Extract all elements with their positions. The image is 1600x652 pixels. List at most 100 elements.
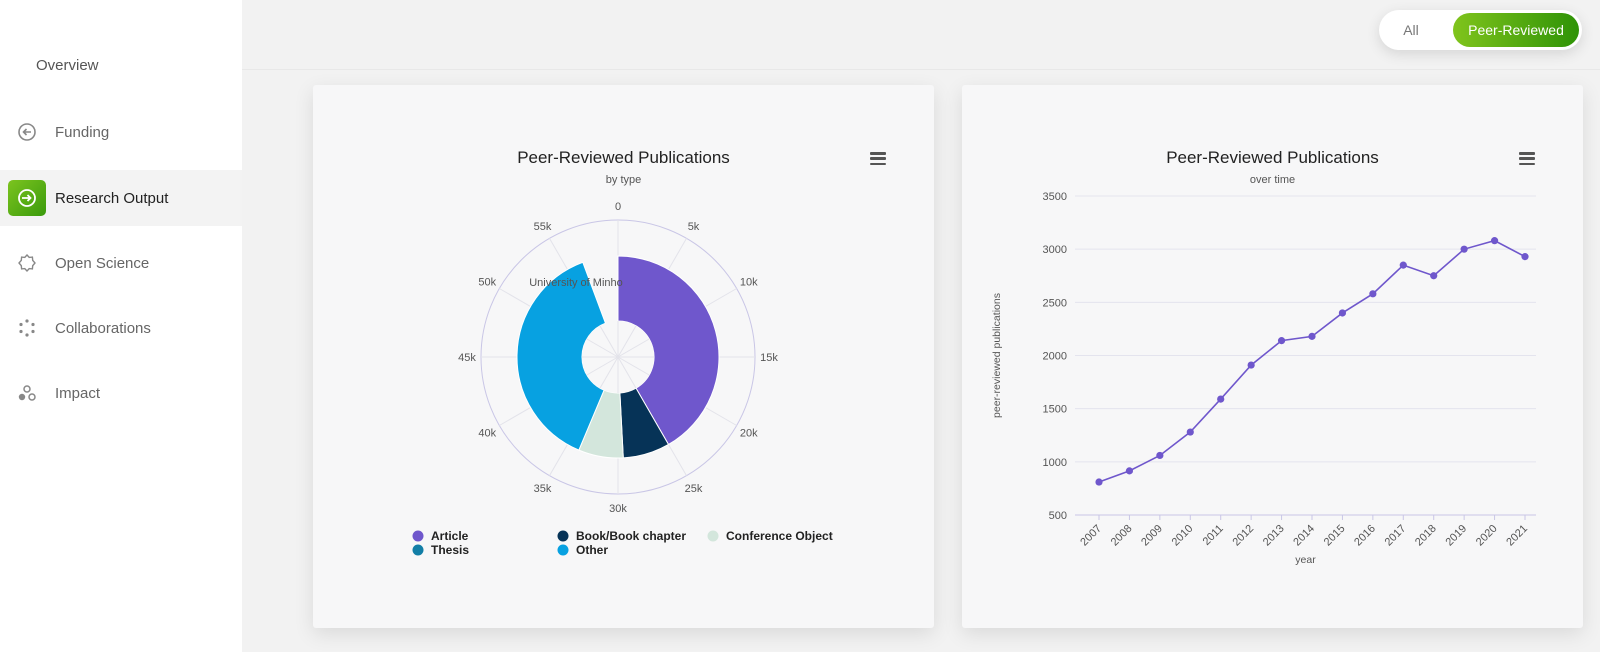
sidebar-item-funding[interactable]: Funding [0, 104, 242, 160]
radial-grid-line [599, 325, 619, 358]
toggle-all-option[interactable]: All [1403, 22, 1419, 38]
toggle-peer-reviewed-option[interactable]: Peer-Reviewed [1453, 13, 1579, 47]
x-axis-title: year [1295, 554, 1316, 566]
data-point[interactable] [1217, 395, 1225, 403]
y-tick-label: 3000 [1043, 244, 1067, 256]
y-tick-label: 3500 [1043, 191, 1067, 203]
chart-title: Peer-Reviewed Publications [1166, 148, 1379, 167]
radial-grid-line [617, 325, 637, 358]
x-tick-label: 2018 [1413, 523, 1439, 549]
x-tick-label: 2015 [1322, 523, 1348, 549]
radial-tick-label: 5k [688, 221, 700, 233]
sidebar-item-collaborations[interactable]: Collaborations [0, 300, 242, 356]
x-tick-label: 2017 [1383, 523, 1409, 549]
x-tick-label: 2020 [1474, 523, 1500, 549]
radial-tick-label: 45k [458, 352, 476, 364]
y-axis-title: peer-reviewed publications [991, 293, 1003, 418]
sidebar-item-label: Collaborations [55, 319, 151, 337]
data-point[interactable] [1186, 428, 1194, 436]
radial-tick-label: 50k [478, 277, 496, 289]
x-tick-label: 2013 [1261, 523, 1287, 549]
collaborations-icon [16, 317, 38, 339]
x-tick-label: 2008 [1109, 523, 1135, 549]
peer-review-toggle: All Peer-Reviewed [1379, 10, 1582, 50]
pie-series-label: University of Minho [529, 277, 623, 289]
data-point[interactable] [1247, 361, 1255, 369]
sidebar-item-overview[interactable]: Overview [36, 57, 99, 74]
y-tick-label: 2500 [1043, 297, 1067, 309]
data-point[interactable] [1308, 332, 1316, 340]
radial-tick-label: 0 [615, 201, 621, 213]
radial-tick-label: 40k [478, 428, 496, 440]
legend-item[interactable]: Thesis [431, 543, 469, 557]
series-line [1098, 239, 1526, 483]
y-tick-label: 500 [1049, 510, 1067, 522]
open-science-icon [16, 252, 38, 274]
legend-item[interactable]: Conference Object [726, 529, 833, 543]
radial-grid-line [617, 356, 637, 389]
legend-item[interactable]: Article [431, 529, 469, 543]
sidebar-item-label: Funding [55, 123, 110, 141]
data-point[interactable] [1125, 467, 1134, 475]
radial-grid-line [599, 356, 619, 389]
y-tick-label: 2000 [1043, 351, 1067, 363]
y-tick-label: 1000 [1043, 457, 1067, 469]
chart-menu-icon[interactable] [870, 152, 886, 166]
chart-title: Peer-Reviewed Publications [517, 148, 730, 167]
chart-subtitle: over time [1249, 174, 1296, 186]
research-output-icon [8, 180, 46, 216]
chart-menu-icon[interactable] [1519, 152, 1535, 166]
x-tick-label: 2014 [1291, 523, 1317, 549]
data-point[interactable] [1095, 478, 1103, 486]
y-tick-label: 1500 [1043, 404, 1067, 416]
radial-grid-line [586, 356, 619, 376]
legend-marker [412, 544, 424, 556]
data-point[interactable] [1490, 237, 1499, 245]
legend-marker [557, 544, 569, 556]
radial-tick-label: 20k [740, 428, 758, 440]
radial-tick-label: 15k [760, 352, 778, 364]
data-point[interactable] [1430, 272, 1438, 280]
radial-tick-label: 25k [685, 483, 703, 495]
sidebar-item-label: Impact [55, 384, 101, 402]
sidebar-item-label: Open Science [55, 254, 150, 272]
x-tick-label: 2007 [1078, 523, 1104, 549]
data-point[interactable] [1338, 309, 1347, 317]
sidebar-item-label: Research Output [55, 189, 169, 207]
x-tick-label: 2016 [1352, 523, 1378, 549]
x-tick-label: 2010 [1170, 523, 1196, 549]
data-point[interactable] [1521, 253, 1529, 261]
data-point[interactable] [1460, 245, 1468, 253]
radial-tick-label: 30k [609, 503, 627, 515]
chart-subtitle: by type [605, 174, 642, 186]
sidebar-item-impact[interactable]: Impact [0, 365, 242, 421]
x-tick-label: 2011 [1201, 523, 1226, 548]
legend-marker [557, 530, 569, 542]
data-point[interactable] [1156, 451, 1164, 460]
publications-by-type-card: Peer-Reviewed Publications by type 0 5k 10… [313, 85, 934, 628]
data-point[interactable] [1369, 290, 1377, 298]
impact-icon [16, 382, 38, 404]
radial-grid-line [617, 338, 650, 358]
radial-tick-label: 35k [534, 483, 552, 495]
data-point[interactable] [1277, 337, 1286, 345]
radial-grid-line [586, 338, 619, 358]
legend-item[interactable]: Book/Book chapter [576, 529, 686, 543]
legend-marker [412, 530, 424, 542]
x-tick-label: 2019 [1443, 523, 1469, 549]
funding-icon [16, 121, 38, 143]
x-tick-label: 2009 [1139, 523, 1165, 549]
publications-over-time-card: Peer-Reviewed Publications over time 500… [962, 85, 1583, 628]
radial-grid-line [617, 356, 650, 376]
sidebar-item-open-science[interactable]: Open Science [0, 235, 242, 291]
sidebar: Overview Funding Research Output Open Sc… [0, 0, 242, 652]
legend-marker [707, 530, 719, 542]
data-point[interactable] [1399, 261, 1407, 269]
sidebar-item-research-output[interactable]: Research Output [0, 170, 242, 226]
legend-item[interactable]: Other [576, 543, 608, 557]
pie-chart: 0 5k 10k 15k 20k 25k 30k 35k 40k 45k 50k 55k Univers… [412, 201, 833, 557]
x-tick-label: 2012 [1230, 523, 1256, 549]
radial-tick-label: 10k [740, 277, 758, 289]
x-tick-label: 2021 [1504, 523, 1530, 549]
